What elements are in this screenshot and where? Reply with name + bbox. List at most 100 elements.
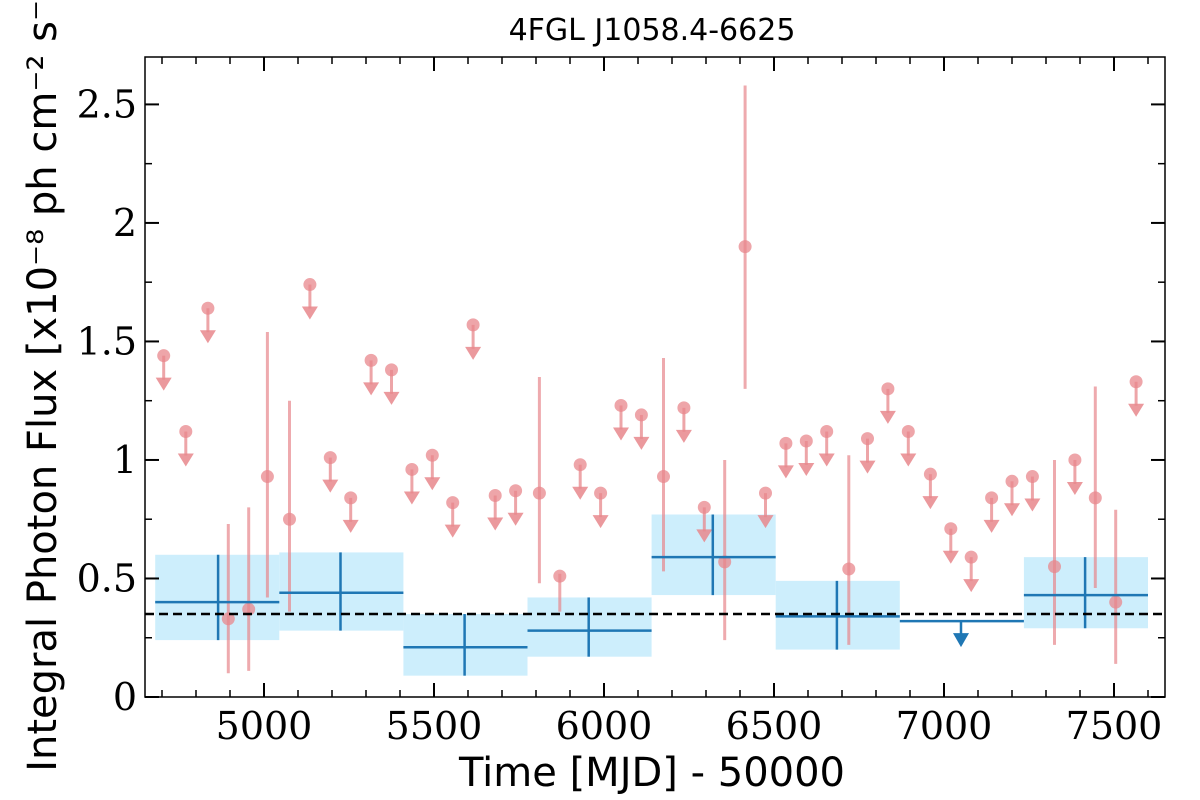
short-bin-marker [323,451,337,465]
short-bin-marker [405,462,419,476]
short-bin-upper-limit [963,550,980,593]
y-tick-label: 0 [113,675,137,719]
upper-limit-arrowhead [633,436,650,450]
short-bin-marker [881,382,895,396]
short-bin-upper-limit [322,451,339,493]
short-bin-detection [260,331,274,598]
short-bin-marker [303,278,317,292]
short-bin-marker [718,555,732,569]
short-bin-detection [657,358,670,572]
x-tick-label: 6000 [556,704,653,748]
short-bin-marker [842,562,856,576]
short-bin-marker [1109,595,1123,609]
upper-limit-arrowhead [465,346,482,360]
short-bin-detection [1109,509,1123,664]
short-bin-marker [385,363,398,377]
short-bin-marker [573,458,587,472]
upper-limit-arrowhead [675,429,692,443]
upper-limit-arrowhead [155,377,172,391]
short-bin-upper-limit [342,491,359,533]
short-bin-upper-limit [507,484,524,526]
short-bin-detection [718,459,732,641]
short-bin-points [155,85,1145,674]
short-bin-marker [488,489,502,503]
short-bin-upper-limit [1024,470,1041,512]
short-bin-marker [985,491,999,505]
short-bin-upper-limit [177,425,194,467]
upper-limit-arrowhead [1066,481,1083,495]
x-tick-label: 6500 [726,704,823,748]
upper-limit-arrowhead [613,427,629,441]
short-bin-upper-limit [572,458,589,500]
upper-limit-arrowhead [942,550,959,564]
short-bin-upper-limit [777,436,794,479]
short-bin-detection [283,400,296,612]
short-bin-marker [738,240,752,254]
short-bin-upper-limit [942,522,959,564]
upper-limit-arrowhead [757,515,774,529]
upper-limit-arrowhead [199,330,216,344]
y-tick-label: 1 [113,438,137,482]
short-bin-marker [283,512,296,526]
upper-limit-arrowhead [301,306,318,320]
short-bin-upper-limit [757,486,774,529]
short-bin-marker [614,398,628,412]
short-bin-upper-limit [633,408,650,450]
upper-limit-arrowhead [953,633,969,648]
short-bin-marker [759,486,772,500]
short-bin-upper-limit [900,425,917,467]
short-bin-upper-limit [487,489,504,531]
upper-limit-arrowhead [322,479,339,493]
short-bin-marker [179,425,193,439]
short-bin-marker [157,349,171,363]
short-bin-upper-limit [363,353,380,396]
short-bin-upper-limit [383,363,400,405]
short-bin-marker [553,569,567,583]
y-tick-label: 1.5 [77,319,137,363]
upper-limit-arrowhead [487,517,504,531]
short-bin-marker [657,470,670,484]
x-tick-label: 7000 [896,704,993,748]
upper-limit-arrowhead [363,382,380,396]
short-bin-upper-limit [613,398,629,441]
upper-limit-arrowhead [1024,498,1041,512]
short-bin-marker [509,484,523,498]
short-bin-marker [923,467,937,481]
short-bin-upper-limit [983,491,1000,533]
short-bin-upper-limit [465,318,482,360]
short-bin-marker [799,434,813,448]
short-bin-upper-limit [301,278,318,320]
upper-limit-arrowhead [900,453,917,467]
upper-limit-arrowhead [444,524,461,538]
long-bin-point [651,514,776,596]
upper-limit-arrowhead [342,519,359,533]
upper-limit-arrowhead [572,486,589,500]
y-tick-label: 2.5 [77,82,137,126]
short-bin-marker [242,602,256,616]
long-bin-point [527,597,652,657]
short-bin-upper-limit [859,432,876,474]
short-bin-marker [446,496,460,510]
short-bin-detection [242,507,256,671]
upper-limit-arrowhead [922,496,939,510]
short-bin-detection [1048,459,1061,645]
short-bin-marker [697,500,711,514]
upper-limit-arrowhead [177,453,194,467]
short-bin-marker [364,353,378,367]
x-tick-label: 5000 [216,704,313,748]
chart-title: 4FGL J1058.4-6625 [509,13,796,48]
long-bin-bands [155,514,1148,676]
y-axis-label: Integral Photon Flux [x10⁻⁸ ph cm⁻² s⁻¹] [20,0,66,772]
short-bin-upper-limit [444,496,461,538]
long-bin-point [155,554,280,641]
short-bin-upper-limit [592,486,609,529]
short-bin-upper-limit [798,434,815,476]
short-bin-upper-limit [424,448,441,491]
short-bin-marker [677,401,691,415]
x-tick-label: 7500 [1066,704,1163,748]
short-bin-upper-limit [1128,375,1145,417]
upper-limit-arrowhead [507,512,524,526]
x-tick-label: 5500 [386,704,483,748]
axes: 5000 5500 6000 6500 7000 7500 0 0.5 1 1.5 2 2.5 [77,56,1166,748]
short-bin-marker [1129,375,1143,389]
